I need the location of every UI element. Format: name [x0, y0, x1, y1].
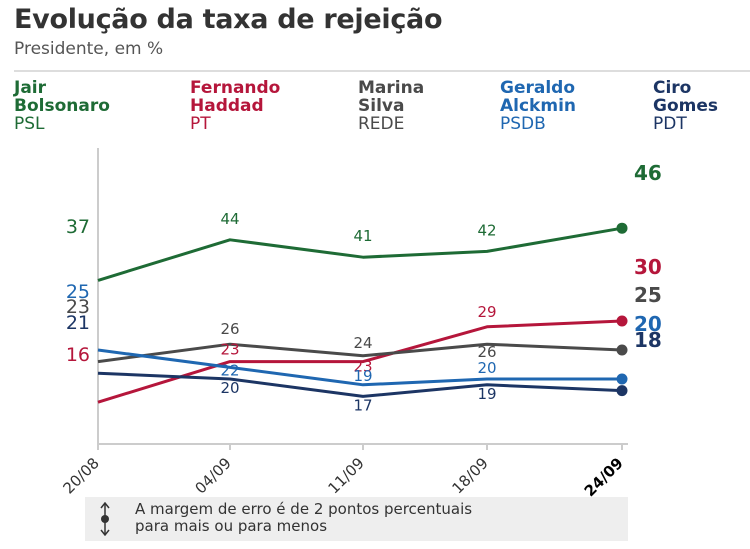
end-value-label: 46 [634, 161, 662, 185]
x-tick-label: 20/08 [60, 454, 103, 497]
end-point-marker [616, 385, 628, 397]
series-line [97, 319, 623, 404]
end-value-label: 30 [634, 255, 662, 279]
legend-name: Fernando Haddad [190, 78, 281, 116]
legend-party: PSDB [500, 114, 546, 134]
start-value-label: 37 [66, 216, 90, 238]
series-line [97, 371, 623, 398]
x-tick-label: 18/09 [449, 454, 492, 497]
x-tick-label: 11/09 [325, 454, 368, 497]
header-divider [14, 70, 750, 72]
data-label: 42 [477, 221, 496, 239]
legend-name: Jair Bolsonaro [14, 78, 110, 116]
end-value-label: 25 [634, 283, 662, 307]
legend-name: Geraldo Alckmin [500, 78, 577, 116]
data-label: 19 [353, 367, 372, 385]
series-line [97, 342, 623, 364]
end-value-label: 18 [634, 328, 662, 352]
legend-party: PDT [653, 114, 687, 134]
end-point-marker [616, 315, 628, 327]
data-label: 23 [353, 358, 372, 376]
series-line [97, 348, 622, 387]
legend-item-bolsonaro: Jair Bolsonaro PSL [14, 79, 164, 133]
start-value-label: 25 [66, 281, 90, 303]
data-label: 26 [220, 320, 239, 338]
end-point-marker [616, 373, 628, 385]
error-margin-icon [100, 502, 110, 536]
legend-item-ciro: Ciro Gomes PDT [653, 79, 748, 133]
error-margin-text: A margem de erro é de 2 pontos percentua… [135, 500, 473, 535]
legend-party: REDE [358, 114, 405, 134]
start-value-label: 21 [66, 312, 90, 334]
legend-item-marina: Marina Silva REDE [358, 79, 508, 133]
page-subtitle: Presidente, em % [14, 39, 164, 59]
data-label: 20 [477, 359, 496, 377]
end-point-marker [616, 344, 628, 356]
end-point-marker [616, 222, 628, 234]
start-value-label: 23 [66, 296, 90, 318]
series-line [97, 226, 623, 282]
data-label: 44 [220, 210, 239, 228]
data-label: 29 [477, 303, 496, 321]
data-label: 23 [220, 341, 239, 359]
legend-party: PSL [14, 114, 45, 134]
x-tick-label: 04/09 [192, 454, 235, 497]
start-value-label: 16 [66, 344, 90, 366]
legend-name: Marina Silva [358, 78, 425, 116]
data-label: 20 [220, 379, 239, 397]
legend-name: Ciro Gomes [653, 78, 718, 116]
end-value-label: 20 [634, 312, 662, 336]
data-label: 19 [477, 385, 496, 403]
error-margin-note: A margem de erro é de 2 pontos percentua… [85, 497, 628, 541]
legend-item-haddad: Fernando Haddad PT [190, 79, 340, 133]
data-label: 41 [353, 227, 372, 245]
data-label: 24 [353, 334, 372, 352]
data-label: 22 [220, 361, 239, 379]
x-tick-label: 24/09 [581, 454, 627, 500]
data-label: 26 [477, 343, 496, 361]
legend-item-alckmin: Geraldo Alckmin PSDB [500, 79, 650, 133]
legend-party: PT [190, 114, 211, 134]
page-title: Evolução da taxa de rejeição [14, 4, 443, 35]
data-label: 17 [353, 396, 372, 414]
